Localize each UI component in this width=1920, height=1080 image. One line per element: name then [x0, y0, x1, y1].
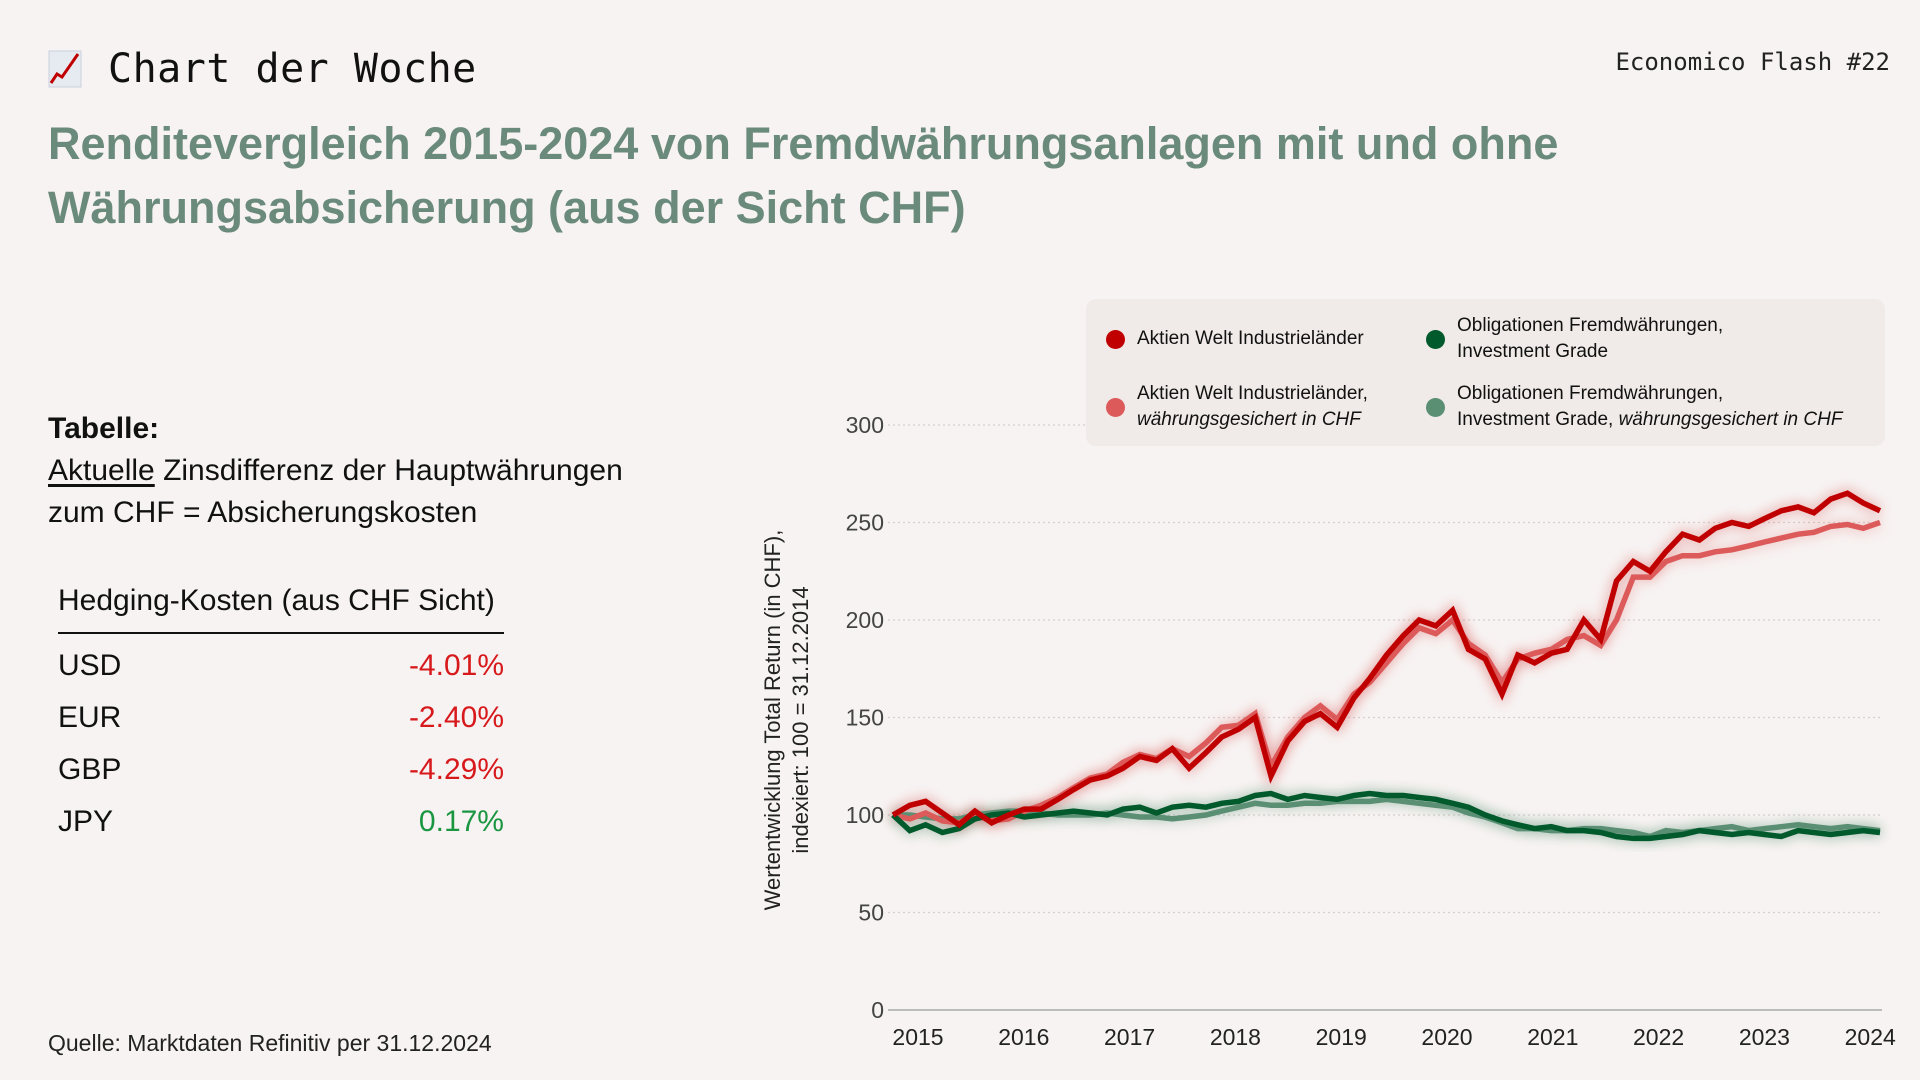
x-tick-label: 2020	[1421, 1024, 1472, 1050]
currency-cell: JPY	[58, 805, 114, 838]
y-tick-label: 0	[871, 997, 884, 1023]
y-tick-label: 250	[846, 510, 884, 536]
table-header: Hedging-Kosten (aus CHF Sicht)	[58, 584, 504, 634]
y-tick-label: 150	[846, 705, 884, 731]
x-tick-label: 2023	[1739, 1024, 1790, 1050]
legend-dot-obligationen-hedged	[1426, 397, 1445, 417]
y-tick-label: 300	[846, 412, 884, 438]
y-axis-label: Wertentwicklung Total Return (in CHF),	[760, 530, 785, 911]
y-tick-label: 200	[846, 607, 884, 633]
legend-item: Aktien Welt Industrieländer	[1106, 326, 1364, 352]
series-line-0	[891, 490, 1882, 829]
hedging-cost-cell: -2.40%	[408, 701, 504, 734]
y-axis-label: indexiert: 100 = 31.12.2014	[788, 586, 813, 853]
x-tick-label: 2017	[1104, 1024, 1155, 1050]
table-row: USD -4.01%	[58, 640, 504, 692]
x-tick-label: 2015	[892, 1024, 943, 1050]
table-label: Tabelle:	[48, 412, 160, 445]
x-tick-label: 2021	[1527, 1024, 1578, 1050]
x-tick-label: 2024	[1845, 1024, 1896, 1050]
y-tick-label: 50	[858, 900, 884, 926]
page-title: Renditevergleich 2015-2024 von Fremdwähr…	[48, 112, 1648, 240]
legend-label: Obligationen Fremdwährungen, Investment G…	[1457, 315, 1724, 362]
desc-rest: Zinsdifferenz der Hauptwährungen	[154, 454, 623, 487]
legend-label: Aktien Welt Industrieländer	[1137, 328, 1364, 349]
legend-label: Aktien Welt Industrieländer, währungsgesi…	[1137, 383, 1368, 430]
legend-dot-aktien	[1106, 329, 1125, 349]
hedging-cost-cell: 0.17%	[418, 805, 504, 838]
chart-legend: Aktien Welt Industrieländer Obligationen…	[1086, 299, 1885, 446]
source-note: Quelle: Marktdaten Refinitiv per 31.12.2…	[48, 1030, 492, 1056]
legend-label: Obligationen Fremdwährungen, Investment G…	[1457, 383, 1843, 430]
legend-dot-aktien-hedged	[1106, 397, 1125, 417]
currency-cell: GBP	[58, 753, 122, 786]
series-line-1	[892, 519, 1881, 826]
x-tick-label: 2018	[1210, 1024, 1261, 1050]
legend-item: Obligationen Fremdwährungen, Investment G…	[1426, 381, 1842, 433]
desc-underlined: Aktuelle	[48, 454, 155, 487]
hedging-cost-table: Hedging-Kosten (aus CHF Sicht) USD -4.01%…	[58, 584, 504, 848]
kicker-title: Chart der Woche	[108, 46, 477, 92]
title-line-1: Renditevergleich 2015-2024 von Fremdwähr…	[48, 118, 1559, 169]
kicker: Chart der Woche	[48, 46, 477, 92]
legend-item: Obligationen Fremdwährungen, Investment G…	[1426, 313, 1723, 365]
x-tick-label: 2016	[998, 1024, 1049, 1050]
x-tick-label: 2019	[1316, 1024, 1367, 1050]
chart-increasing-icon	[48, 50, 82, 88]
table-row: JPY 0.17%	[58, 796, 504, 848]
issue-label: Economico Flash #22	[1615, 48, 1890, 76]
currency-cell: EUR	[58, 701, 122, 734]
table-description: Tabelle: Aktuelle Zinsdifferenz der Haup…	[48, 408, 623, 534]
x-tick-label: 2022	[1633, 1024, 1684, 1050]
table-row: EUR -2.40%	[58, 692, 504, 744]
table-row: GBP -4.29%	[58, 744, 504, 796]
y-tick-label: 100	[846, 802, 884, 828]
hedging-cost-cell: -4.29%	[408, 753, 504, 786]
hedging-cost-cell: -4.01%	[408, 649, 504, 682]
desc-line-2: zum CHF = Absicherungskosten	[48, 496, 478, 529]
legend-dot-obligationen	[1426, 329, 1445, 349]
title-line-2: Währungsabsicherung (aus der Sicht CHF)	[48, 182, 966, 233]
currency-cell: USD	[58, 649, 122, 682]
legend-item: Aktien Welt Industrieländer, währungsgesi…	[1106, 381, 1368, 433]
series-line-2	[891, 790, 1881, 842]
series-glow	[891, 517, 1882, 828]
